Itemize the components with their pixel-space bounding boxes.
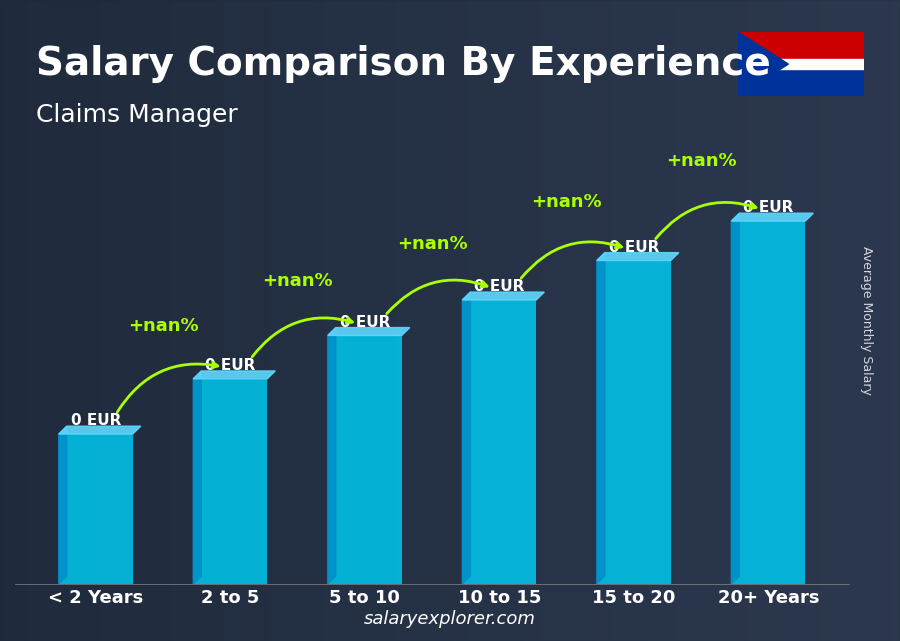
Text: Salary Comparison By Experience: Salary Comparison By Experience [36, 45, 770, 83]
Text: Average Monthly Salary: Average Monthly Salary [860, 246, 873, 395]
Text: 0 EUR: 0 EUR [608, 240, 659, 254]
Text: +nan%: +nan% [262, 272, 333, 290]
Polygon shape [597, 253, 679, 260]
Polygon shape [58, 426, 140, 434]
Polygon shape [328, 328, 410, 335]
Bar [732, 221, 806, 584]
Bar [58, 434, 132, 584]
Polygon shape [732, 213, 740, 584]
Polygon shape [58, 426, 67, 584]
Text: +nan%: +nan% [128, 317, 198, 335]
Text: 0 EUR: 0 EUR [743, 200, 794, 215]
Text: salaryexplorer.com: salaryexplorer.com [364, 610, 536, 628]
Text: 0 EUR: 0 EUR [339, 315, 390, 329]
Bar [738, 32, 864, 64]
Bar [463, 300, 536, 584]
Bar [597, 260, 670, 584]
Bar [194, 379, 267, 584]
Polygon shape [194, 371, 202, 584]
Text: +nan%: +nan% [397, 235, 467, 253]
Text: 0 EUR: 0 EUR [474, 279, 525, 294]
Text: +nan%: +nan% [531, 193, 602, 212]
Polygon shape [194, 371, 275, 379]
Polygon shape [738, 32, 788, 96]
Polygon shape [597, 253, 605, 584]
Polygon shape [328, 328, 336, 584]
Text: +nan%: +nan% [666, 152, 736, 170]
Text: Claims Manager: Claims Manager [36, 103, 238, 126]
Polygon shape [463, 292, 544, 300]
Bar [328, 335, 401, 584]
Polygon shape [463, 292, 471, 584]
Text: 0 EUR: 0 EUR [205, 358, 256, 373]
Bar [738, 64, 864, 96]
Bar [738, 60, 864, 69]
Text: 0 EUR: 0 EUR [70, 413, 121, 428]
Polygon shape [732, 213, 814, 221]
